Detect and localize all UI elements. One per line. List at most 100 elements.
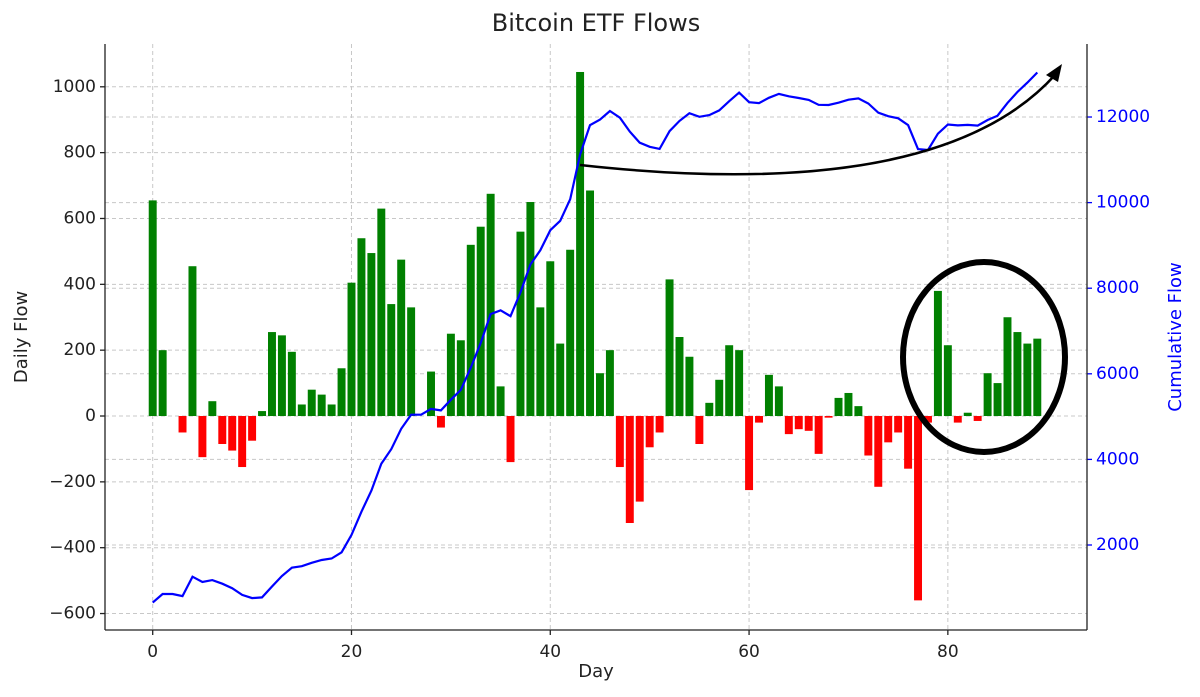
bar: [327, 404, 336, 417]
bar: [824, 416, 833, 418]
axes: −600−400−2000200400600800100020004000600…: [49, 44, 1150, 662]
trend-arrow: [579, 74, 1056, 176]
bar: [844, 392, 853, 417]
bar: [258, 411, 267, 417]
bar: [914, 416, 923, 601]
bar: [884, 416, 893, 443]
bar: [496, 386, 505, 417]
bar: [675, 337, 684, 417]
bar: [625, 416, 634, 524]
y-tick-label: 400: [64, 274, 96, 294]
chart-title: Bitcoin ETF Flows: [492, 9, 700, 37]
bar: [615, 416, 624, 468]
bar: [546, 261, 555, 417]
y-tick-label: −600: [49, 604, 96, 624]
bar: [943, 345, 952, 417]
bar: [238, 416, 247, 468]
annotations: [579, 64, 1068, 455]
bar: [526, 202, 535, 417]
bar: [605, 350, 614, 417]
bar: [953, 416, 962, 423]
bar: [814, 416, 823, 454]
bar: [357, 238, 366, 417]
bar: [715, 379, 724, 417]
bar: [705, 402, 714, 417]
y-tick-label: −400: [49, 538, 96, 558]
bar: [685, 356, 694, 417]
bar: [834, 397, 843, 417]
bar: [248, 416, 257, 441]
y2-tick-label: 10000: [1096, 193, 1150, 213]
y-tick-label: 0: [85, 406, 96, 426]
bar: [347, 282, 356, 417]
bar: [436, 416, 445, 428]
bar: [268, 332, 276, 417]
bar: [784, 416, 793, 435]
cumulative-line: [151, 71, 1039, 604]
bar: [367, 253, 376, 417]
bar: [794, 416, 803, 430]
y-tick-label: 800: [64, 143, 96, 163]
bar: [735, 350, 744, 417]
bar: [566, 249, 575, 417]
bar: [397, 259, 406, 417]
bar: [287, 351, 296, 417]
y-tick-label: 1000: [53, 77, 96, 97]
bar: [277, 335, 286, 417]
bar: [755, 416, 763, 423]
bar: [337, 368, 346, 417]
bar: [963, 412, 972, 417]
bar: [983, 373, 992, 417]
bar: [466, 244, 475, 417]
y2-tick-label: 8000: [1096, 278, 1139, 298]
bar: [387, 304, 396, 417]
bar: [536, 307, 545, 417]
x-tick-label: 80: [937, 642, 959, 662]
y-tick-label: 600: [64, 208, 96, 228]
bar: [317, 394, 326, 417]
bar: [407, 307, 416, 417]
bar: [307, 389, 316, 417]
y-axis-label: Daily Flow: [11, 291, 32, 383]
bar: [556, 343, 565, 417]
bar: [148, 200, 157, 417]
bar: [427, 371, 435, 417]
bar: [1003, 317, 1012, 417]
y2-tick-label: 6000: [1096, 364, 1139, 384]
arrow-head: [1046, 64, 1062, 82]
bar: [745, 416, 754, 491]
bar: [804, 416, 813, 431]
bar: [764, 374, 773, 417]
highlight-ellipse: [900, 259, 1068, 455]
marks: [148, 71, 1042, 604]
bar: [665, 279, 674, 417]
bar: [586, 190, 595, 417]
bar: [725, 345, 734, 417]
bar: [297, 404, 306, 417]
bar: [973, 416, 982, 421]
bar: [933, 290, 942, 417]
bar: [695, 416, 704, 444]
bar: [923, 416, 932, 423]
bar: [456, 340, 465, 417]
bar: [446, 333, 455, 417]
bar: [486, 193, 495, 417]
bar: [645, 416, 654, 448]
bar: [904, 416, 913, 469]
x-tick-label: 0: [147, 642, 158, 662]
bar: [655, 416, 664, 433]
x-axis-label: Day: [578, 661, 614, 682]
y2-tick-label: 4000: [1096, 449, 1139, 469]
x-tick-label: 40: [539, 642, 561, 662]
y2-tick-label: 2000: [1096, 535, 1139, 555]
y2-axis-label: Cumulative Flow: [1165, 262, 1186, 412]
bar: [476, 226, 485, 417]
x-tick-label: 20: [341, 642, 363, 662]
bar: [596, 373, 604, 417]
bar: [218, 416, 227, 444]
bar: [894, 416, 903, 433]
y-tick-label: 200: [64, 340, 96, 360]
bar: [576, 71, 585, 417]
bar: [178, 416, 187, 433]
